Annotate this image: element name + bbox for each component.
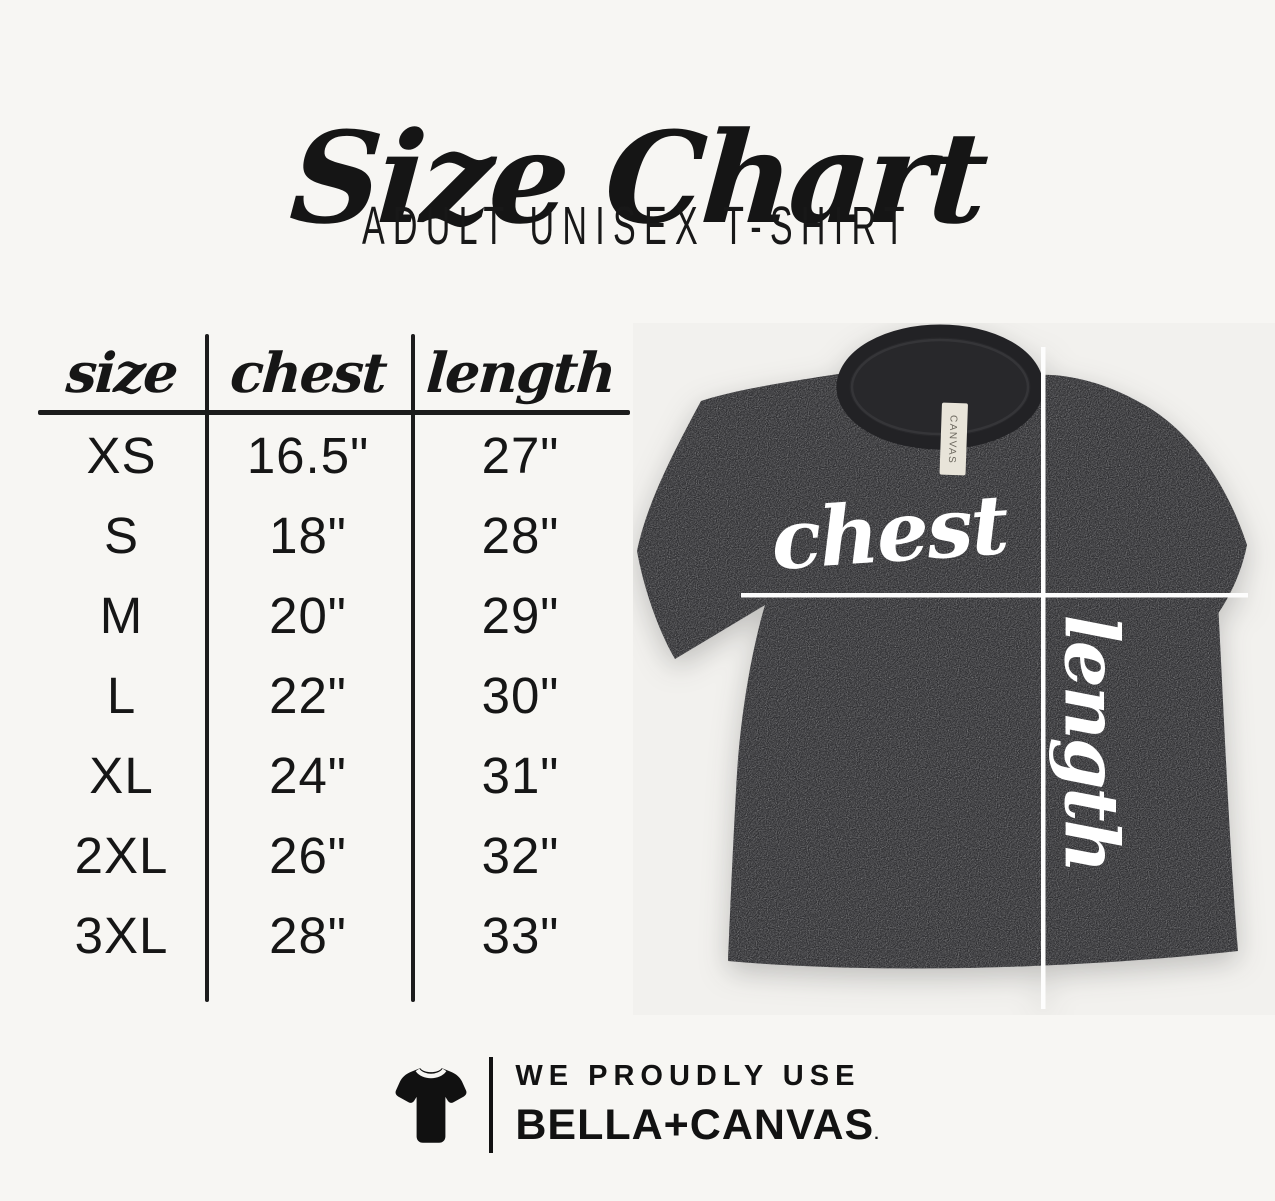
column-header-length: length <box>424 339 617 405</box>
table-cell-size: 2XL <box>74 826 169 884</box>
tshirt-collar <box>836 324 1044 450</box>
table-cell-chest: 28" <box>269 906 347 964</box>
table-cell-chest: 26" <box>269 826 347 884</box>
table-cell-length: 27" <box>481 426 560 484</box>
brand-footer: WE PROUDLY USE BELLA+CANVAS. <box>0 1050 1275 1160</box>
table-cell-length: 31" <box>481 746 560 804</box>
table-cell-size: L <box>106 666 137 724</box>
tshirt-measure-diagram: CANVAS chest length <box>637 324 1248 1009</box>
table-cell-chest: 18" <box>269 506 347 564</box>
column-header-chest: chest <box>228 339 388 405</box>
length-label: length <box>1048 615 1134 872</box>
page-subtitle: ADULT UNISEX T-SHIRT <box>362 196 913 256</box>
neck-tag-text: CANVAS <box>946 415 959 465</box>
tshirt-icon-collar <box>415 1068 447 1079</box>
footer-brand: BELLA+CANVAS. <box>515 1101 880 1149</box>
table-cell-length: 28" <box>481 506 560 564</box>
table-cell-length: 33" <box>481 906 560 964</box>
footer-tagline: WE PROUDLY USE <box>515 1060 861 1092</box>
tshirt-flat-lay: CANVAS chest length <box>637 324 1248 1009</box>
size-table-header: size chest length <box>38 336 630 408</box>
tshirt-collar-seam <box>850 338 1030 436</box>
table-cell-size: XS <box>86 426 157 484</box>
table-cell-size: S <box>103 506 140 564</box>
footer-text: WE PROUDLY USE BELLA+CANVAS. <box>515 1060 879 1150</box>
table-header-rule <box>38 410 630 415</box>
table-cell-size: XL <box>89 746 154 804</box>
neck-tag: CANVAS <box>939 402 968 476</box>
footer-divider <box>489 1057 494 1153</box>
footer-brand-mark: . <box>874 1126 880 1143</box>
size-table-body: XS 16.5" 27" S 18" 28" M 20" 29" L 22" 3… <box>38 415 630 975</box>
table-cell-chest: 22" <box>269 666 347 724</box>
table-cell-length: 29" <box>481 586 560 644</box>
table-column-divider-1 <box>205 334 209 1002</box>
table-cell-chest: 24" <box>269 746 347 804</box>
column-header-size: size <box>64 339 179 405</box>
table-cell-length: 30" <box>481 666 560 724</box>
table-cell-length: 32" <box>481 826 560 884</box>
chest-label: chest <box>768 477 1012 589</box>
table-column-divider-2 <box>411 334 415 1002</box>
table-cell-size: 3XL <box>74 906 169 964</box>
length-measure-line <box>1041 347 1046 1009</box>
table-cell-chest: 20" <box>269 586 347 644</box>
table-cell-size: M <box>99 586 144 644</box>
chest-measure-line <box>741 593 1248 598</box>
tshirt-photo: CANVAS chest length <box>633 323 1275 1015</box>
table-cell-chest: 16.5" <box>246 426 370 484</box>
tshirt-icon <box>395 1068 467 1143</box>
